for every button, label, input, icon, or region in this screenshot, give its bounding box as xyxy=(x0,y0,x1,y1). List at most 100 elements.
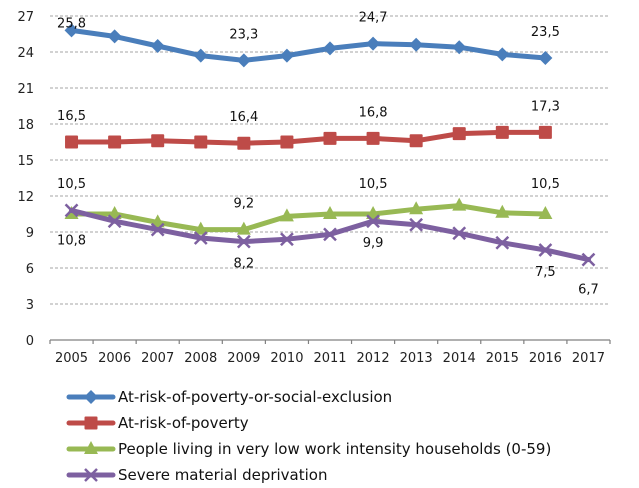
data-point xyxy=(409,217,424,232)
x-tick-label: 2013 xyxy=(400,351,433,366)
x-tick-label: 2011 xyxy=(313,351,346,366)
legend-marker xyxy=(84,416,98,430)
data-point xyxy=(236,234,251,249)
data-label: 6,7 xyxy=(578,283,599,298)
x-tick-label: 2017 xyxy=(572,351,605,366)
data-point xyxy=(495,235,510,250)
data-point xyxy=(236,221,251,235)
data-point xyxy=(193,231,208,245)
data-label: 7,5 xyxy=(535,265,556,280)
data-point xyxy=(495,204,510,218)
data-label: 17,3 xyxy=(531,99,560,114)
y-tick-label: 12 xyxy=(17,190,34,205)
legend-label: Severe material deprivation xyxy=(118,466,328,484)
data-point xyxy=(151,134,165,148)
x-tick-label: 2014 xyxy=(443,351,476,366)
data-label: 10,8 xyxy=(57,233,86,248)
legend-marker xyxy=(84,468,98,482)
legend-marker xyxy=(84,441,98,454)
data-point xyxy=(538,243,553,257)
data-label: 9,9 xyxy=(363,236,384,251)
data-point xyxy=(279,208,294,222)
data-point xyxy=(107,29,122,44)
data-point xyxy=(409,134,423,148)
data-point xyxy=(452,197,467,211)
x-tick-label: 2007 xyxy=(141,351,174,366)
data-point xyxy=(150,214,165,228)
y-tick-label: 9 xyxy=(26,226,34,241)
x-tick-label: 2005 xyxy=(55,351,88,366)
legend-square-icon xyxy=(66,416,116,430)
data-label: 23,5 xyxy=(531,25,560,40)
y-tick-label: 27 xyxy=(17,10,34,25)
data-label: 10,5 xyxy=(359,177,388,192)
x-tick-label: 2009 xyxy=(227,351,260,366)
data-point xyxy=(236,53,251,68)
legend-diamond-icon xyxy=(66,390,116,404)
data-point xyxy=(150,222,165,237)
data-point xyxy=(280,135,294,149)
data-label: 16,5 xyxy=(57,109,86,124)
data-point xyxy=(452,127,466,141)
data-point xyxy=(581,252,596,267)
data-point xyxy=(65,135,79,149)
data-point xyxy=(538,125,552,139)
data-point xyxy=(452,226,467,241)
data-point xyxy=(538,206,553,219)
data-label: 8,2 xyxy=(234,257,255,272)
data-point xyxy=(150,39,165,53)
series-group xyxy=(64,23,596,267)
legend-x-icon xyxy=(66,468,116,482)
y-tick-label: 18 xyxy=(17,118,34,133)
data-label: 23,3 xyxy=(229,27,258,42)
series-triangle xyxy=(64,197,553,235)
line-chart: 0 3 6 9 12 15 18 21 24 27 2005 2006 2007 2008 2009 201… xyxy=(17,10,611,366)
data-point xyxy=(366,206,381,219)
x-tick-label: 2016 xyxy=(529,351,562,366)
data-point xyxy=(409,201,424,215)
series-line xyxy=(69,27,548,63)
data-point xyxy=(495,125,509,139)
data-point xyxy=(452,40,467,55)
data-point xyxy=(193,221,208,235)
data-point xyxy=(107,214,122,229)
data-label: 10,5 xyxy=(531,177,560,192)
data-point xyxy=(107,206,122,219)
data-point xyxy=(194,135,208,149)
data-point xyxy=(366,36,381,51)
data-point xyxy=(495,47,510,62)
y-tick-label: 15 xyxy=(17,154,34,169)
data-point xyxy=(323,206,337,219)
x-tick-label: 2015 xyxy=(486,351,519,366)
x-tick-label: 2008 xyxy=(184,351,217,366)
x-tick-label: 2012 xyxy=(357,351,390,366)
series-x xyxy=(64,203,596,267)
x-tick-label: 2006 xyxy=(98,351,131,366)
data-point xyxy=(538,51,553,65)
data-point xyxy=(279,48,294,63)
legend-item: People living in very low work intensity… xyxy=(66,436,551,462)
y-tick-label: 0 xyxy=(26,334,34,349)
legend: At-risk-of-poverty-or-social-exclusion At… xyxy=(66,384,551,488)
data-label: 9,2 xyxy=(234,197,255,212)
y-tick-label: 21 xyxy=(17,82,34,97)
legend-marker xyxy=(84,390,98,404)
data-label: 25,8 xyxy=(57,16,86,31)
legend-triangle-icon xyxy=(66,441,116,454)
y-tick-label: 3 xyxy=(26,298,34,313)
series-square xyxy=(65,125,552,150)
x-axis: 2005 2006 2007 2008 2009 2010 2011 2012 2013 2014… xyxy=(49,339,611,366)
data-point xyxy=(366,131,380,145)
data-label: 10,5 xyxy=(57,177,86,192)
data-label: 16,8 xyxy=(359,105,388,120)
data-point xyxy=(366,214,380,229)
series-line xyxy=(69,203,548,233)
series-line xyxy=(69,129,548,146)
legend-label: People living in very low work intensity… xyxy=(118,440,552,458)
data-point xyxy=(323,227,337,242)
y-tick-label: 6 xyxy=(26,262,34,277)
data-point xyxy=(323,41,337,56)
y-axis-ticks: 0 3 6 9 12 15 18 21 24 27 xyxy=(17,10,34,349)
legend-item: At-risk-of-poverty-or-social-exclusion xyxy=(66,384,551,410)
data-point xyxy=(64,203,79,218)
